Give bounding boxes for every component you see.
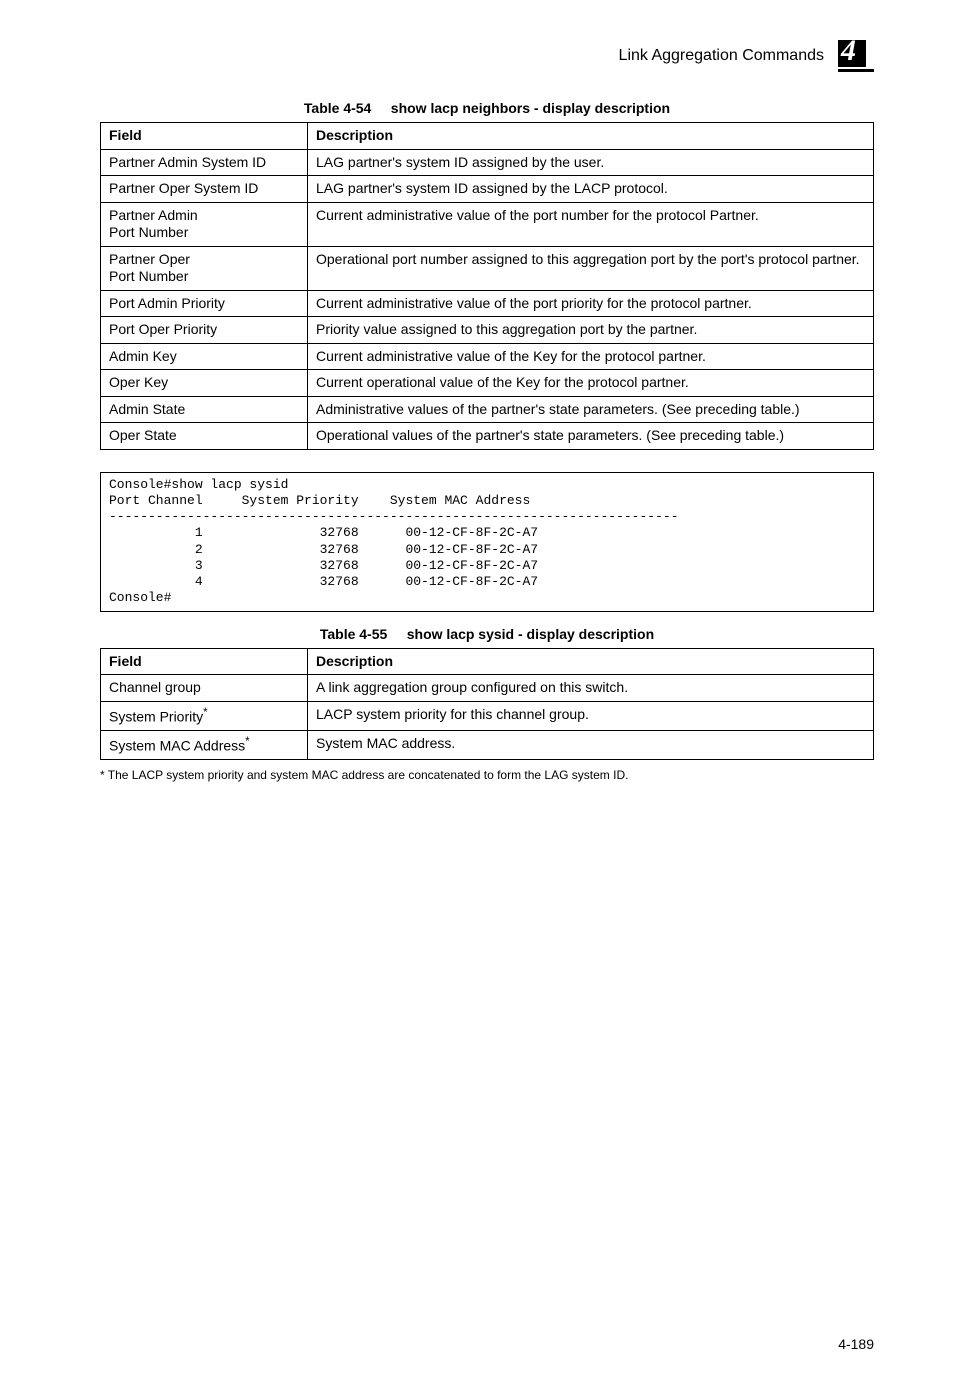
cell-desc: Administrative values of the partner's s…	[308, 396, 874, 423]
table-row: Partner Admin Port Number Current admini…	[101, 202, 874, 246]
cell-desc: Current administrative value of the Key …	[308, 343, 874, 370]
code-line: 2 32768 00-12-CF-8F-2C-A7	[109, 542, 538, 557]
badge-underline	[838, 69, 874, 72]
table-4-55: Field Description Channel group A link a…	[100, 648, 874, 760]
cell-field: Partner Admin Port Number	[101, 202, 308, 246]
cell-field: Partner Admin System ID	[101, 149, 308, 176]
code-line: Console#show lacp sysid	[109, 477, 288, 492]
cell-field: Port Admin Priority	[101, 290, 308, 317]
cell-desc: Current administrative value of the port…	[308, 290, 874, 317]
footnote: * The LACP system priority and system MA…	[100, 768, 874, 782]
table-4-54: Field Description Partner Admin System I…	[100, 122, 874, 450]
cell-desc: Current operational value of the Key for…	[308, 370, 874, 397]
table-header-row: Field Description	[101, 123, 874, 150]
table-4-55-caption: Table 4-55 show lacp sysid - display des…	[100, 626, 874, 642]
table-row: Channel group A link aggregation group c…	[101, 675, 874, 702]
table-header-row: Field Description	[101, 648, 874, 675]
code-line: 4 32768 00-12-CF-8F-2C-A7	[109, 574, 538, 589]
cell-desc: LACP system priority for this channel gr…	[308, 701, 874, 730]
col-description: Description	[308, 123, 874, 150]
table-row: Port Oper Priority Priority value assign…	[101, 317, 874, 344]
page-header: Link Aggregation Commands 4	[100, 40, 874, 72]
cell-field: Oper Key	[101, 370, 308, 397]
badge-number: 4	[841, 34, 856, 68]
chapter-badge: 4	[838, 40, 874, 72]
cell-field: System Priority*System Priority*	[101, 701, 308, 730]
table-row: Partner Admin System ID LAG partner's sy…	[101, 149, 874, 176]
cell-desc: Current administrative value of the port…	[308, 202, 874, 246]
cell-field: Partner Oper System ID	[101, 176, 308, 203]
caption-prefix: Table 4-55	[320, 626, 387, 642]
code-line: Port Channel System Priority System MAC …	[109, 493, 530, 508]
cell-desc: LAG partner's system ID assigned by the …	[308, 176, 874, 203]
console-output: Console#show lacp sysid Port Channel Sys…	[100, 472, 874, 612]
caption-title: show lacp sysid - display description	[407, 626, 654, 642]
table-row: System MAC Address*System MAC Address* S…	[101, 730, 874, 759]
col-description: Description	[308, 648, 874, 675]
cell-desc: A link aggregation group configured on t…	[308, 675, 874, 702]
table-4-54-caption: Table 4-54 show lacp neighbors - display…	[100, 100, 874, 116]
cell-desc: Priority value assigned to this aggregat…	[308, 317, 874, 344]
cell-field: Channel group	[101, 675, 308, 702]
cell-field: Admin Key	[101, 343, 308, 370]
cell-field: Port Oper Priority	[101, 317, 308, 344]
cell-field: Partner Oper Port Number	[101, 246, 308, 290]
caption-title: show lacp neighbors - display descriptio…	[391, 100, 670, 116]
table-row: Partner Oper System ID LAG partner's sys…	[101, 176, 874, 203]
cell-desc: Operational values of the partner's stat…	[308, 423, 874, 450]
col-field: Field	[101, 648, 308, 675]
cell-desc: Operational port number assigned to this…	[308, 246, 874, 290]
cell-field: Admin State	[101, 396, 308, 423]
cell-field: System MAC Address*System MAC Address*	[101, 730, 308, 759]
code-line: Console#	[109, 590, 171, 605]
code-hr: ----------------------------------------…	[109, 509, 679, 524]
col-field: Field	[101, 123, 308, 150]
cell-desc: System MAC address.	[308, 730, 874, 759]
table-row: Oper Key Current operational value of th…	[101, 370, 874, 397]
table-row: System Priority*System Priority* LACP sy…	[101, 701, 874, 730]
cell-field: Oper State	[101, 423, 308, 450]
page-number: 4-189	[838, 1336, 874, 1352]
section-title: Link Aggregation Commands	[619, 47, 824, 65]
table-row: Partner Oper Port Number Operational por…	[101, 246, 874, 290]
table-row: Port Admin Priority Current administrati…	[101, 290, 874, 317]
table-row: Admin State Administrative values of the…	[101, 396, 874, 423]
code-line: 1 32768 00-12-CF-8F-2C-A7	[109, 525, 538, 540]
code-line: 3 32768 00-12-CF-8F-2C-A7	[109, 558, 538, 573]
caption-prefix: Table 4-54	[304, 100, 371, 116]
cell-desc: LAG partner's system ID assigned by the …	[308, 149, 874, 176]
table-row: Oper State Operational values of the par…	[101, 423, 874, 450]
table-row: Admin Key Current administrative value o…	[101, 343, 874, 370]
